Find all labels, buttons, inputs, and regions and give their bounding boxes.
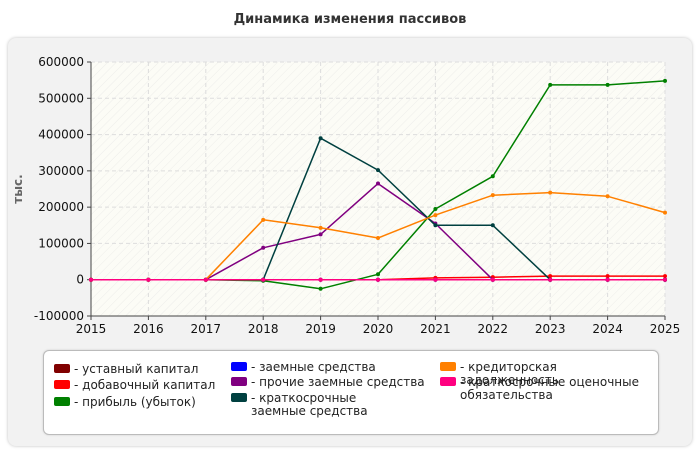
legend-label: - прибыль (убыток) [74,395,196,409]
x-tick-label: 2021 [420,322,451,336]
data-point [490,174,495,179]
data-point [318,232,323,237]
legend-label: - кредиторская задолженность [460,360,559,387]
x-tick-label: 2016 [133,322,164,336]
data-point [663,277,667,282]
data-point [663,210,667,215]
y-tick-label: 0 [76,273,84,287]
x-tick-label: 2023 [535,322,566,336]
y-tick-label: -100000 [34,309,84,323]
legend-swatch [231,393,247,402]
data-point [605,277,610,282]
data-point [318,136,323,141]
x-tick-label: 2024 [592,322,623,336]
x-tick-label: 2020 [363,322,394,336]
data-point [663,274,667,279]
data-point [605,194,610,199]
data-point [376,181,380,186]
data-point [89,277,93,282]
legend-swatch [440,377,456,386]
data-point [548,190,553,195]
data-point [490,223,495,228]
data-point [548,82,553,87]
legend-item: - прочие заемные средства [231,376,436,389]
data-point [318,286,323,291]
legend-swatch [231,377,247,386]
legend-item: - заемные средства [231,361,436,374]
legend-label: - краткосрочные оценочные обязательства [460,375,639,402]
data-point [146,277,151,282]
data-point [548,277,553,282]
data-point [433,206,438,211]
data-point [376,235,380,240]
y-tick-label: 600000 [38,55,84,69]
data-point [318,277,323,282]
data-point [605,82,610,87]
data-point [433,223,438,228]
data-point [663,78,667,83]
axes: -100000 0 100000 200000 300000 400000 500000 60… [34,55,680,336]
legend-item: - краткосрочные оценочные обязательства [440,376,654,402]
data-point [376,168,380,173]
x-tick-label: 2015 [76,322,107,336]
x-tick-label: 2025 [650,322,681,336]
data-point [490,277,495,282]
data-point [548,274,553,279]
y-axis-label: тыс. [11,174,25,203]
legend-label: - краткосрочные заемные средства [251,391,368,418]
data-point [376,272,380,277]
legend-swatch [54,364,70,373]
legend-swatch [440,362,456,371]
data-point [376,277,380,282]
legend: - уставный капитал - добавочный капитал … [43,350,659,435]
chart-title: Динамика изменения пассивов [233,12,467,27]
data-point [203,277,208,282]
y-tick-label: 100000 [38,236,84,250]
legend-item: - уставный капитал [54,363,229,376]
legend-item: - кредиторская задолженность [440,361,654,387]
series-lines [89,78,667,291]
legend-swatch [231,362,247,371]
legend-swatch [54,397,70,406]
data-point [261,277,266,282]
y-tick-label: 500000 [38,91,84,105]
legend-label: - прочие заемные средства [251,375,425,389]
legend-item: - прибыль (убыток) [54,396,229,409]
legend-label: - заемные средства [251,360,376,374]
data-point [433,277,438,282]
data-point [605,274,610,279]
data-point [433,213,438,218]
data-point [318,225,323,230]
x-tick-label: 2019 [305,322,336,336]
y-tick-label: 300000 [38,164,84,178]
data-point [261,245,266,250]
legend-label: - уставный капитал [74,362,199,376]
legend-swatch [54,380,70,389]
data-point [490,193,495,198]
legend-item: - добавочный капитал [54,379,229,392]
x-tick-label: 2022 [478,322,509,336]
x-tick-label: 2017 [191,322,222,336]
legend-label: - добавочный капитал [74,378,216,392]
data-point [261,217,266,222]
y-tick-label: 400000 [38,128,84,142]
legend-item: - краткосрочные заемные средства [231,392,411,418]
y-tick-label: 200000 [38,200,84,214]
x-tick-label: 2018 [248,322,279,336]
